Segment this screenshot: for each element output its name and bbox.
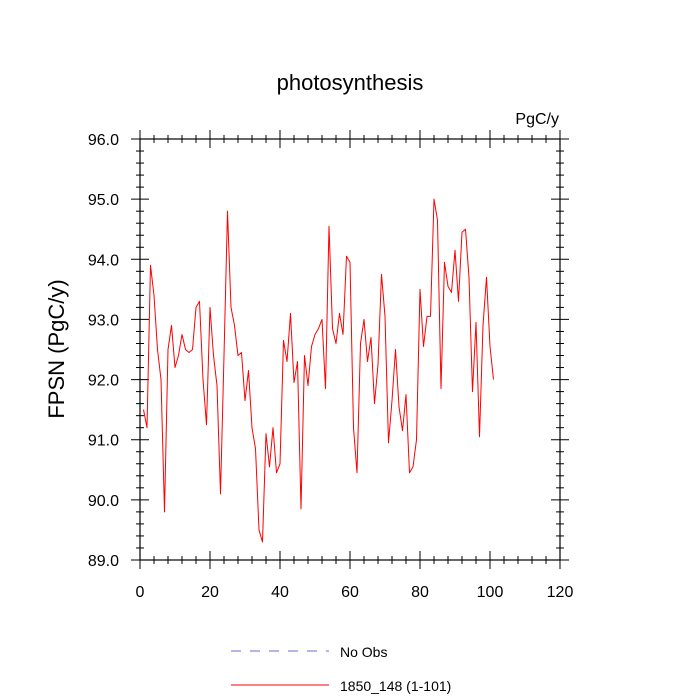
x-tick-label: 0 [136, 584, 145, 601]
y-tick-label: 89.0 [88, 553, 119, 570]
series-line-0 [143, 198, 494, 543]
y-tick-label: 93.0 [88, 312, 119, 329]
x-tick-label: 40 [271, 584, 289, 601]
x-tick-label: 100 [477, 584, 504, 601]
chart-title: photosynthesis [277, 70, 424, 95]
axis-ticks [131, 130, 569, 569]
y-tick-label: 92.0 [88, 373, 119, 390]
y-tick-label: 94.0 [88, 252, 119, 269]
y-tick-label: 95.0 [88, 192, 119, 209]
series-layer [143, 198, 494, 543]
legend: No Obs 1850_148 (1-101) [231, 644, 451, 694]
y-tick-label: 91.0 [88, 433, 119, 450]
x-tick-label: 20 [201, 584, 219, 601]
axis-tick-labels: 0 20 40 60 80 100 120 89.0 90.0 91.0 92.0 93.0 94.0 9… [88, 132, 574, 601]
x-tick-label: 80 [411, 584, 429, 601]
y-axis-label: FPSN (PgC/y) [44, 279, 69, 418]
y-tick-label: 90.0 [88, 493, 119, 510]
y-tick-label: 96.0 [88, 132, 119, 149]
x-tick-label: 120 [547, 584, 574, 601]
legend-label-1850-148: 1850_148 (1-101) [340, 678, 451, 694]
units-label: PgC/y [515, 111, 559, 128]
legend-label-no-obs: No Obs [340, 644, 387, 660]
x-tick-label: 60 [341, 584, 359, 601]
plot-frame [139, 138, 561, 561]
